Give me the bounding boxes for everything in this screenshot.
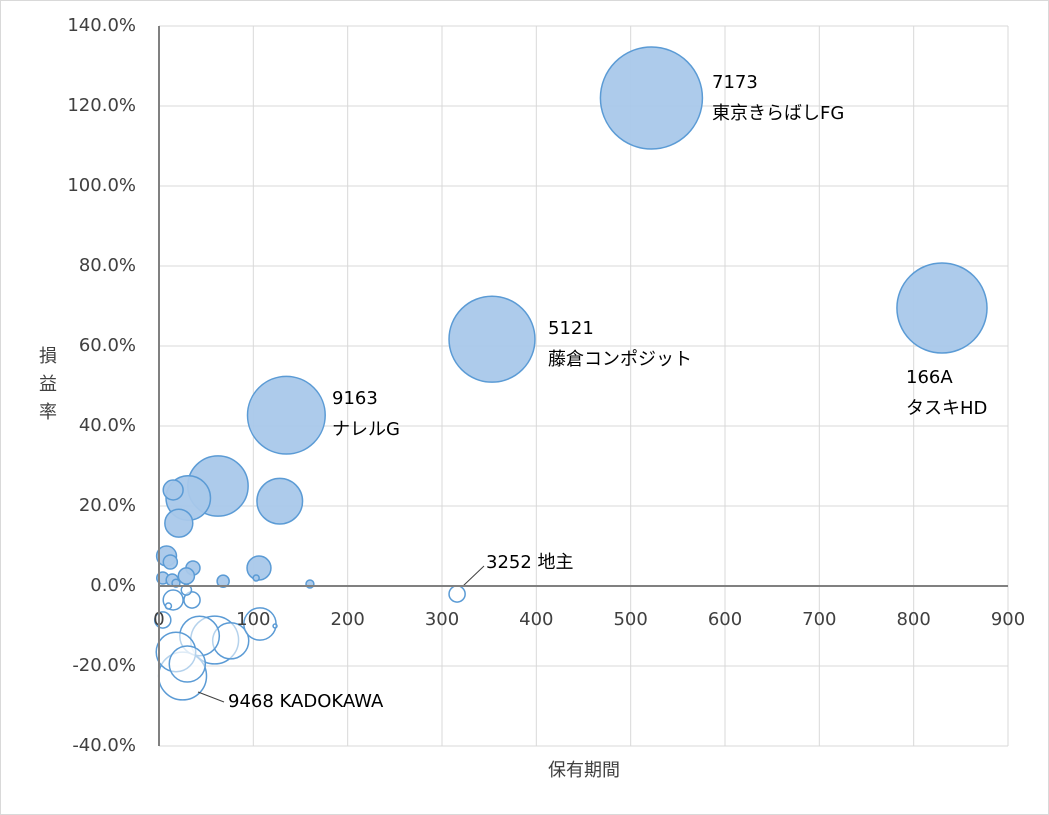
- y-tick-label: 20.0%: [79, 495, 136, 516]
- bubble: [162, 479, 184, 501]
- x-tick-label: 400: [519, 609, 553, 630]
- data-label: 3252 地主: [486, 552, 574, 573]
- bubble: [164, 602, 173, 610]
- data-label: 9163: [332, 388, 378, 409]
- bubble: [180, 584, 193, 596]
- bubble: [252, 574, 260, 582]
- bubble: [896, 262, 988, 354]
- x-tick-label: 500: [613, 609, 647, 630]
- bubble: [599, 46, 704, 150]
- data-label: ナレルG: [332, 419, 400, 440]
- y-tick-label: 80.0%: [79, 255, 136, 276]
- bubble: [216, 574, 230, 588]
- data-label: 東京きらばしFG: [712, 103, 844, 124]
- bubble: [272, 623, 278, 629]
- bubbles: 7173 東京きらばしFG 166A タスキHD 5121 藤倉コンポジット 9163 ナレル…: [153, 46, 988, 712]
- leader-line: [462, 565, 485, 587]
- y-axis-title: 損益率: [36, 346, 57, 430]
- data-label: タスキHD: [906, 398, 987, 419]
- bubble: [448, 295, 536, 383]
- x-tick-label: 100: [236, 609, 270, 630]
- x-tick-label: 200: [330, 609, 364, 630]
- y-tick-label: -40.0%: [72, 735, 136, 756]
- y-tick-label: 60.0%: [79, 335, 136, 356]
- y-tick-label: 0.0%: [90, 575, 136, 596]
- x-tick-label: 900: [991, 609, 1025, 630]
- x-axis-title: 保有期間: [548, 760, 620, 781]
- bubble: [448, 585, 466, 603]
- bubble: [168, 645, 207, 683]
- data-label: 藤倉コンポジット: [548, 349, 692, 370]
- bubble: [256, 477, 304, 525]
- x-tick-label: 700: [802, 609, 836, 630]
- y-tick-label: 120.0%: [67, 95, 136, 116]
- bubble: [162, 554, 179, 570]
- axes: -40.0% -20.0% 0.0% 20.0% 40.0% 60.0% 80.0% 100.…: [67, 15, 1025, 756]
- bubble: [183, 591, 201, 609]
- bubble: [177, 567, 196, 585]
- y-axis-title-text: 損益率: [36, 346, 57, 430]
- bubble: [164, 508, 194, 538]
- y-tick-label: 100.0%: [67, 175, 136, 196]
- x-tick-label: 800: [896, 609, 930, 630]
- data-label: 9468 KADOKAWA: [228, 691, 384, 712]
- bubble: [246, 375, 326, 455]
- data-label: 7173: [712, 72, 758, 93]
- data-label: 166A: [906, 367, 953, 388]
- data-label: 5121: [548, 318, 594, 339]
- x-tick-label: 300: [425, 609, 459, 630]
- y-tick-label: 40.0%: [79, 415, 136, 436]
- x-tick-label: 600: [708, 609, 742, 630]
- y-tick-label: 140.0%: [67, 15, 136, 36]
- leader-line: [197, 691, 225, 703]
- y-tick-label: -20.0%: [72, 655, 136, 676]
